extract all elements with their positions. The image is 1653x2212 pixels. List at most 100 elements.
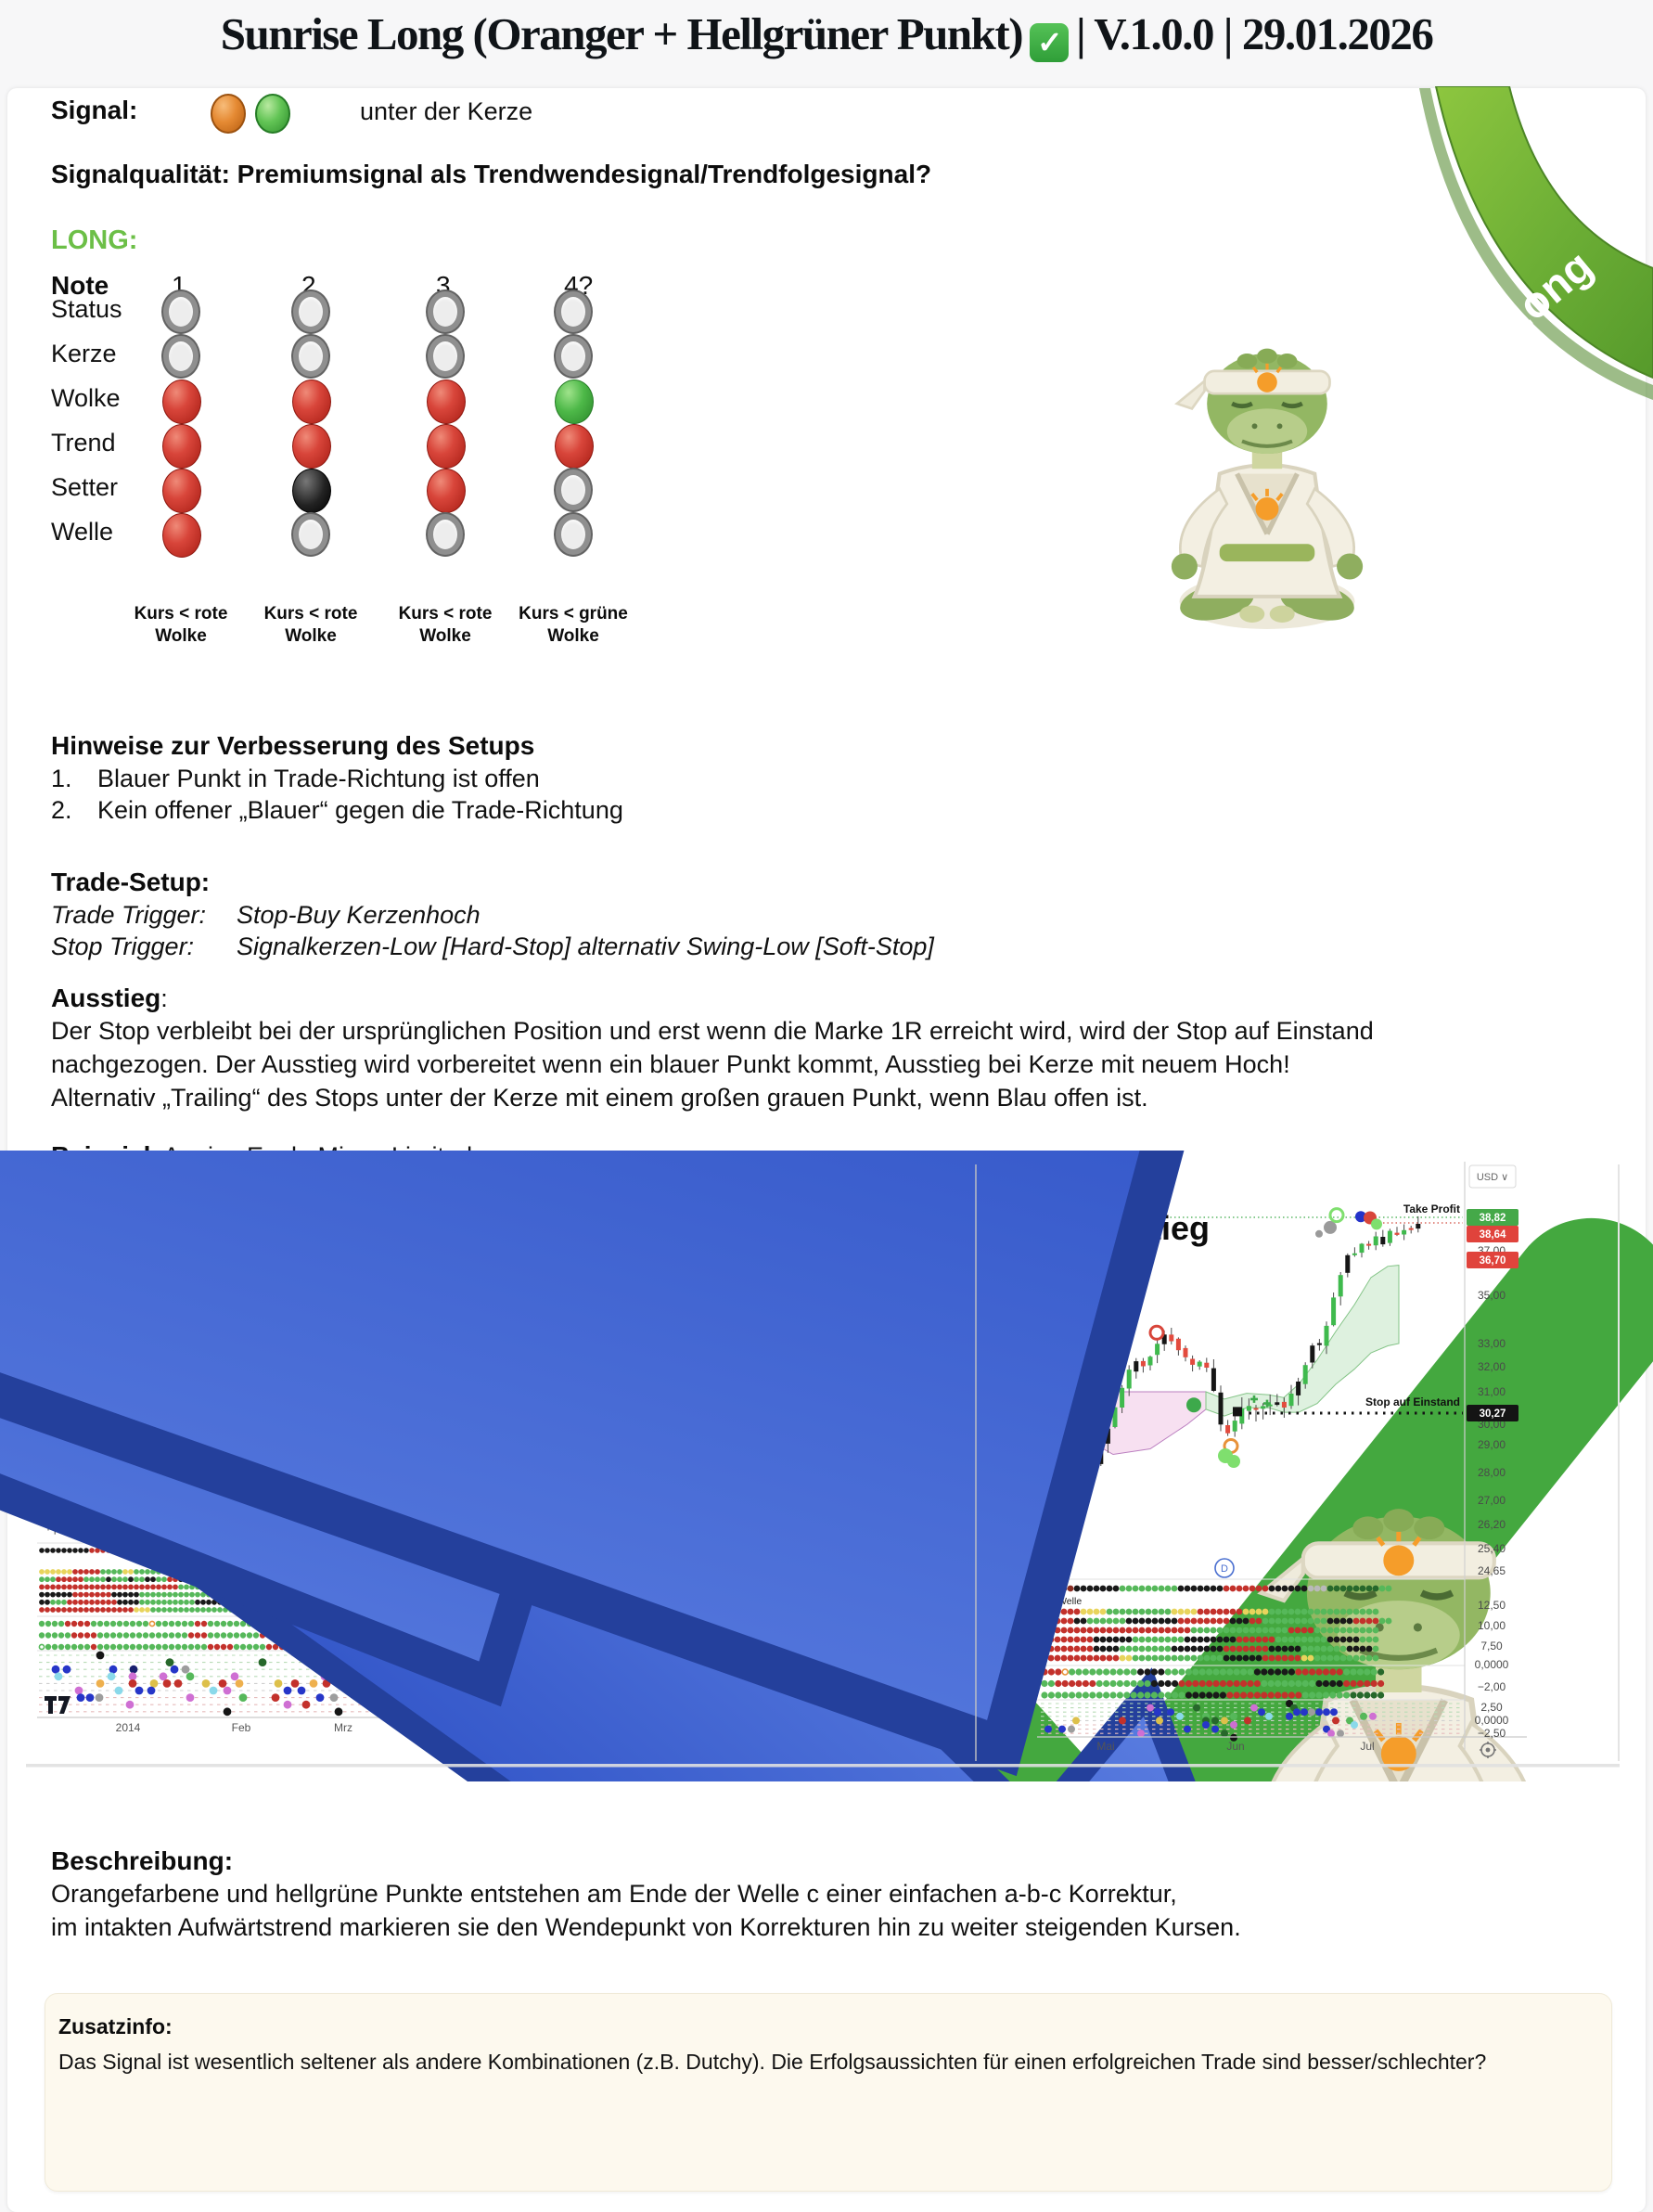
extra-info-heading: Zusatzinfo: [58, 2014, 173, 2038]
grade-dot-gray [556, 514, 591, 555]
hint-item: Kein offener „Blauer“ gegen die Trade-Ri… [97, 796, 623, 824]
price-badge [1467, 1252, 1518, 1268]
signal-plus-green [1250, 1395, 1258, 1403]
price-tick: 28,00 [1478, 1466, 1506, 1479]
extra-info-text: Das Signal ist wesentlich seltener als a… [58, 2050, 1487, 2074]
grade-dot-gray [163, 291, 199, 332]
grade-caption: Kurs < grüne Wolke [519, 604, 628, 646]
page-title-suffix: | V.1.0.0 | 29.01.2026 [1076, 8, 1434, 59]
description-line: Orangefarbene und hellgrüne Punkte entst… [51, 1880, 1177, 1908]
price-badge-value: 36,70 [1480, 1255, 1506, 1267]
extra-info-box: Zusatzinfo: Das Signal ist wesentlich se… [45, 1993, 1612, 2192]
grade-caption: Kurs < rote Wolke [398, 604, 493, 646]
price-tick: 25,40 [1478, 1542, 1506, 1555]
grade-caption: Kurs < rote Wolke [263, 604, 358, 646]
grade-dot-gray [428, 336, 463, 377]
charts-bottom-shadow [26, 1764, 1620, 1768]
price-badge-value: 38,82 [1480, 1213, 1506, 1224]
price-tick: 31,00 [1478, 1385, 1506, 1398]
exit-line: Der Stop verbleibt bei der ursprüngliche… [51, 1017, 1374, 1045]
description-heading: Beschreibung: [51, 1846, 234, 1875]
hint-item: Blauer Punkt in Trade-Richtung ist offen [97, 765, 540, 792]
grade-dot-red [162, 469, 201, 513]
signal-note: unter der Kerze [360, 97, 533, 125]
mascot-meditating-crocodile [1067, 278, 1382, 631]
signal-dot-navy [1355, 1211, 1366, 1223]
grade-dot-gray [163, 336, 199, 377]
grade-row-label-kerze: Kerze [51, 340, 117, 367]
signal-square [1233, 1407, 1242, 1417]
hint-item-number: 1. [51, 765, 72, 792]
grade-dot-gray [293, 336, 328, 377]
orange-signal-dot [211, 94, 246, 134]
signal-dot-lime [1371, 1218, 1382, 1230]
price-tick: 35,00 [1478, 1289, 1506, 1302]
note-row-header: Note [51, 271, 109, 300]
price-tick: 7,50 [1480, 1640, 1503, 1653]
grade-dot-red [162, 424, 201, 469]
price-badge-value: 38,64 [1480, 1229, 1506, 1241]
grade-dot-red [292, 379, 331, 424]
grade-dot-red [427, 424, 466, 469]
long-heading: LONG: [51, 225, 138, 255]
daily-interval-mark [1214, 1558, 1235, 1578]
page-title: Sunrise Long (Oranger + Hellgrüner Punkt… [0, 7, 1653, 62]
grade-dot-gray [293, 291, 328, 332]
price-tick: 32,00 [1478, 1360, 1506, 1373]
grade-row-label-status: Status [51, 295, 122, 323]
month-tick: Jul [1360, 1740, 1374, 1753]
content-card [7, 88, 1646, 2212]
grade-dot-black [292, 469, 331, 513]
price-tick: 0,0000 [1475, 1658, 1509, 1671]
price-tick: 2,50 [1480, 1701, 1503, 1714]
grade-dot-green [555, 379, 594, 424]
price-tick: 26,20 [1478, 1518, 1506, 1531]
grade-dot-red [427, 469, 466, 513]
grade-dot-red [555, 424, 594, 469]
grade-dot-red [292, 424, 331, 469]
grade-dot-red [162, 513, 201, 558]
price-tick: 29,00 [1478, 1438, 1506, 1451]
page-title-main: Sunrise Long (Oranger + Hellgrüner Punkt… [220, 8, 1024, 59]
month-tick: Jun [1226, 1740, 1244, 1753]
grade-row-label-welle: Welle [51, 518, 114, 546]
trade-trigger-label: Trade Trigger: [51, 901, 207, 929]
hints-heading: Hinweise zur Verbesserung des Setups [51, 731, 535, 760]
gear-icon [1480, 1742, 1496, 1758]
grade-dot-gray [293, 514, 328, 555]
grade-row-label-setter: Setter [51, 473, 119, 501]
price-tick: 10,00 [1478, 1619, 1506, 1632]
price-tick: 0,0000 [1475, 1714, 1509, 1727]
price-badge [1467, 1405, 1518, 1421]
grade-dot-gray [556, 291, 591, 332]
signal-dot-gray [1324, 1220, 1337, 1234]
description-line: im intakten Aufwärtstrend markieren sie … [51, 1913, 1241, 1941]
long-ribbon: Long [1419, 86, 1653, 400]
exit-line: Alternativ „Trailing“ des Stops unter de… [51, 1084, 1148, 1112]
svg-text:D: D [1221, 1563, 1228, 1575]
stop-trigger-value: Signalkerzen-Low [Hard-Stop] alternativ … [237, 932, 934, 960]
trade-setup-heading: Trade-Setup: [51, 868, 211, 896]
check-emoji-icon: ✓ [1030, 23, 1070, 62]
signal-dot-gray [1315, 1229, 1323, 1238]
currency-dropdown-label: USD ∨ [1477, 1172, 1508, 1183]
month-tick: Mrz [334, 1721, 352, 1734]
quality-line: Signalqualität: Premiumsignal als Trendw… [51, 160, 932, 188]
green-signal-dot [255, 94, 290, 134]
price-tick: −2,50 [1478, 1727, 1506, 1740]
price-badge [1467, 1226, 1518, 1242]
example-charts: LONG entrySTOP - Hard (risky)STOP - Soft… [0, 1151, 1620, 1781]
grade-dot-gray [556, 336, 591, 377]
trade-trigger-value: Stop-Buy Kerzenhoch [237, 901, 481, 929]
signal-ring-lime [1328, 1207, 1345, 1224]
price-tick: 27,00 [1478, 1494, 1506, 1507]
ichimoku-cloud-green [1283, 1265, 1400, 1413]
month-tick: Mai [1096, 1740, 1114, 1753]
grade-dot-red [162, 379, 201, 424]
exit-heading: Ausstieg: [51, 984, 168, 1012]
price-tick: 12,50 [1478, 1599, 1506, 1612]
hint-item-number: 2. [51, 796, 72, 824]
price-badge-value: 30,27 [1480, 1408, 1506, 1420]
